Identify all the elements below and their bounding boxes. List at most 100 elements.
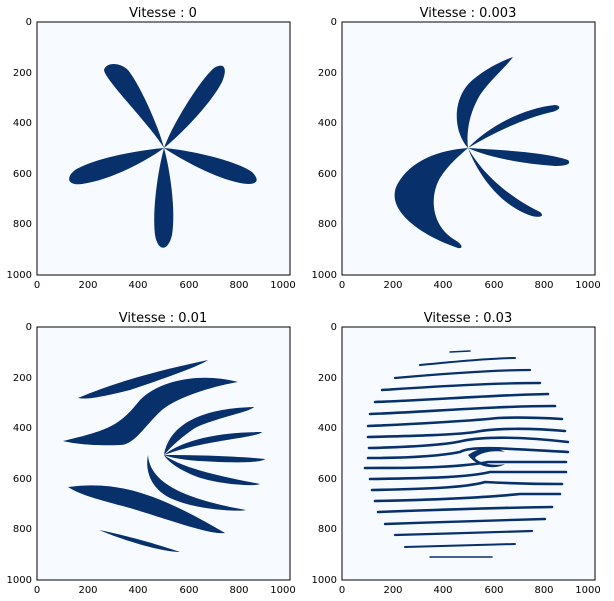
stripe [404, 543, 516, 548]
y-tick: 1000 [7, 270, 32, 281]
stripe [366, 446, 570, 460]
x-tick: 200 [383, 280, 402, 291]
panel-4-title: Vitesse : 0.03 [424, 311, 512, 326]
panel-3-plot-area [36, 326, 291, 581]
stripe [376, 505, 554, 514]
x-tick: 0 [339, 585, 345, 596]
y-tick: 800 [13, 524, 32, 535]
panel-1-y-ticks: 0 200 400 600 800 1000 [7, 17, 32, 281]
panel-3-y-ticks: 0 200 400 600 800 1000 [7, 322, 32, 586]
x-tick: 200 [78, 585, 97, 596]
x-tick: 600 [179, 585, 198, 596]
panel-3-x-ticks: 0 200 400 600 800 1000 [34, 585, 296, 596]
y-tick: 0 [26, 17, 32, 28]
x-tick: 400 [433, 585, 452, 596]
stream-band [147, 455, 246, 511]
stream-band [164, 455, 260, 486]
x-tick: 800 [534, 585, 553, 596]
y-tick: 200 [318, 68, 337, 79]
x-tick: 0 [34, 585, 40, 596]
y-tick: 600 [318, 169, 337, 180]
y-tick: 400 [318, 423, 337, 434]
stripe [393, 368, 532, 380]
swirl-petal-lower-right [468, 148, 543, 217]
petal-bottom [154, 148, 174, 248]
panel-4-y-ticks: 0 200 400 600 800 1000 [312, 322, 337, 586]
x-tick: 800 [534, 280, 553, 291]
x-tick: 0 [34, 280, 40, 291]
y-tick: 200 [13, 68, 32, 79]
y-tick: 0 [331, 17, 337, 28]
panel-2-plot-area [341, 21, 596, 276]
panel-1-x-ticks: 0 200 400 600 800 1000 [34, 280, 296, 291]
panel-1-shape [69, 64, 257, 248]
y-tick: 600 [13, 474, 32, 485]
y-tick: 600 [13, 169, 32, 180]
stripe [366, 416, 564, 428]
swirl-petal-lower-left [394, 148, 468, 249]
stream-band [164, 432, 262, 455]
panel-4-shape [363, 350, 570, 558]
y-tick: 800 [13, 219, 32, 230]
y-tick: 1000 [312, 575, 337, 586]
swirl-petal-top [456, 57, 513, 148]
petal-upper-left [104, 64, 164, 148]
panel-1: Vitesse : 0 0 200 400 600 800 1000 0 200… [7, 6, 296, 291]
petal-right [164, 148, 257, 184]
x-tick: 600 [484, 280, 503, 291]
panel-2-title: Vitesse : 0.003 [420, 6, 517, 21]
stripe [370, 480, 564, 492]
y-tick: 600 [318, 474, 337, 485]
panel-2-shape [394, 57, 570, 249]
y-tick: 1000 [7, 575, 32, 586]
swirl-petal-right [468, 148, 570, 166]
stream-band [99, 530, 180, 552]
petal-left [69, 148, 164, 185]
stripe [380, 381, 542, 392]
y-tick: 400 [13, 423, 32, 434]
stream-band [164, 455, 265, 463]
x-tick: 800 [229, 280, 248, 291]
stripe [383, 517, 547, 526]
stripe [367, 436, 570, 450]
y-tick: 800 [318, 219, 337, 230]
x-tick: 0 [339, 280, 345, 291]
panel-3-title: Vitesse : 0.01 [119, 311, 207, 326]
y-tick: 0 [331, 322, 337, 333]
stripe [419, 357, 516, 366]
panel-4: Vitesse : 0.03 0 200 4 [312, 311, 601, 596]
x-tick: 200 [383, 585, 402, 596]
y-tick: 400 [318, 118, 337, 129]
x-tick: 600 [179, 280, 198, 291]
y-tick: 400 [13, 118, 32, 129]
stripe [393, 529, 534, 537]
panel-3: Vitesse : 0.01 0 200 400 600 800 1000 0 … [7, 311, 296, 596]
stripe [366, 427, 567, 439]
stripe [449, 350, 471, 353]
x-tick: 400 [128, 585, 147, 596]
stream-band [78, 360, 208, 399]
x-tick: 200 [78, 280, 97, 291]
x-tick: 1000 [575, 585, 600, 596]
panel-4-plot-area [341, 326, 596, 581]
y-tick: 200 [318, 373, 337, 384]
stripe [373, 392, 550, 404]
x-tick: 400 [433, 280, 452, 291]
stripe [373, 492, 562, 503]
stripe [368, 470, 568, 481]
panel-4-x-ticks: 0 200 400 600 800 1000 [339, 585, 601, 596]
panel-1-title: Vitesse : 0 [129, 6, 197, 21]
panel-2: Vitesse : 0.003 0 200 400 600 800 1000 0… [312, 6, 601, 291]
x-tick: 1000 [270, 280, 295, 291]
y-tick: 1000 [312, 270, 337, 281]
x-tick: 800 [229, 585, 248, 596]
y-tick: 0 [26, 322, 32, 333]
stream-band [68, 485, 225, 534]
x-tick: 1000 [575, 280, 600, 291]
panel-2-y-ticks: 0 200 400 600 800 1000 [312, 17, 337, 281]
panel-3-shape [63, 360, 265, 552]
stripe [363, 460, 568, 470]
x-tick: 1000 [270, 585, 295, 596]
x-tick: 600 [484, 585, 503, 596]
